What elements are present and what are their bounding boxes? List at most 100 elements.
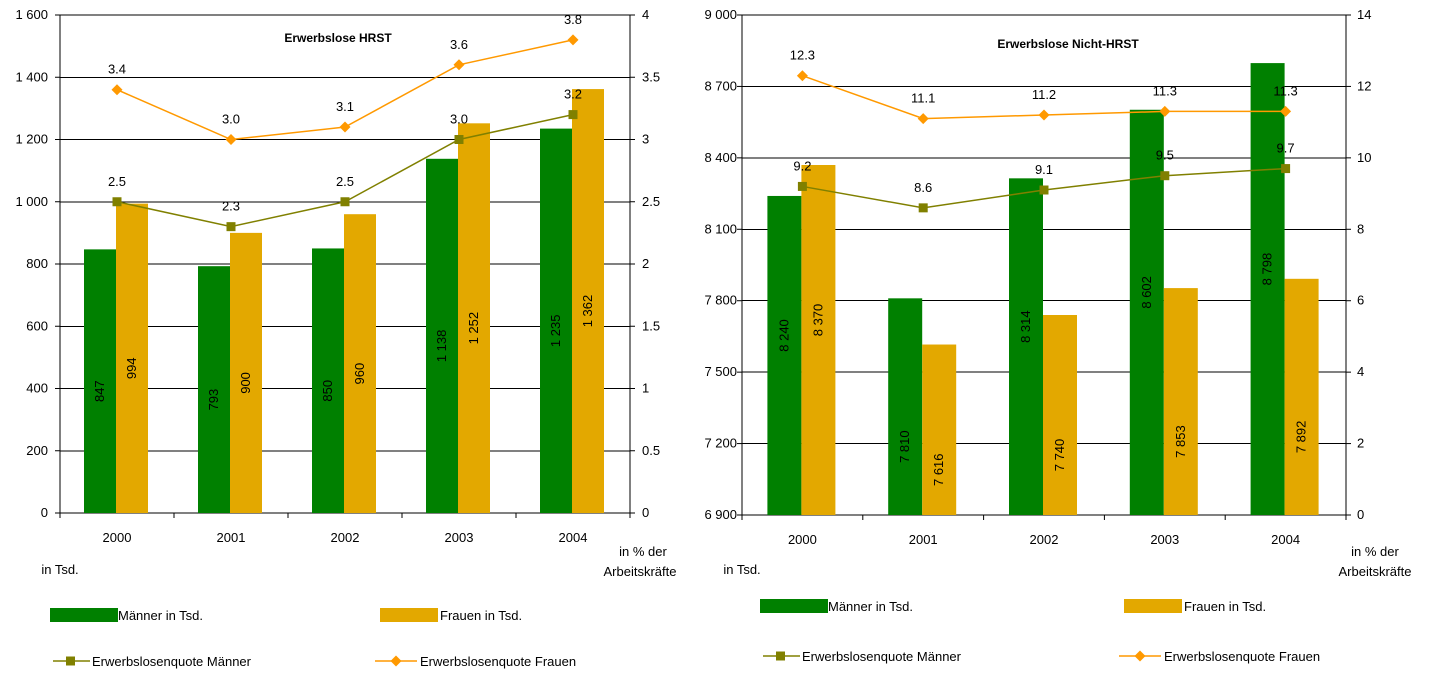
y2-tick-label: 3.5: [642, 69, 660, 84]
legend-marker-men: [776, 651, 785, 661]
data-label-men: 8 240: [776, 319, 791, 352]
chart-title: Erwerbslose HRST: [284, 31, 392, 45]
marker-women: [1159, 105, 1171, 117]
data-label-men: 850: [320, 380, 335, 402]
data-label-rate: 9.7: [1277, 141, 1295, 156]
data-label-men: 1 138: [434, 330, 449, 363]
bar-men-2000: [84, 249, 116, 513]
x-tick-label: 2004: [1271, 532, 1300, 547]
data-label-rate: 12.3: [790, 48, 815, 63]
bar-men-2004: [540, 128, 572, 513]
y2-tick-label: 0.5: [642, 443, 660, 458]
bar-men-2002: [1009, 178, 1043, 516]
y-tick-label: 600: [26, 318, 48, 333]
data-label-men: 847: [92, 380, 107, 402]
legend-label-women-bar: Frauen in Tsd.: [440, 608, 522, 623]
marker-women: [339, 121, 351, 133]
legend-marker-men: [66, 656, 75, 666]
y-tick-label: 6 900: [704, 507, 737, 522]
x-tick-label: 2001: [217, 530, 246, 545]
y2-axis-label: in % der Arbeitskräfte: [1339, 544, 1412, 579]
y2-tick-label: 2: [1357, 436, 1364, 451]
marker-men: [340, 197, 350, 207]
marker-women: [111, 84, 123, 96]
y-tick-label: 1 400: [15, 69, 48, 84]
data-label-men: 8 314: [1018, 310, 1033, 343]
bar-women-2000: [801, 165, 836, 515]
bar-women-2003: [1163, 288, 1198, 515]
data-label-women: 7 892: [1294, 421, 1309, 454]
x-tick-label: 2002: [1030, 532, 1059, 547]
y-tick-label: 400: [26, 381, 48, 396]
data-label-men: 1 235: [548, 315, 563, 348]
bar-men-2002: [312, 248, 344, 513]
marker-women: [453, 59, 465, 71]
y-tick-label: 9 000: [704, 7, 737, 22]
x-tick-label: 2003: [445, 530, 474, 545]
data-label-women: 7 616: [931, 453, 946, 486]
y2-axis-label-line2: Arbeitskräfte: [1339, 564, 1412, 579]
bar-women-2002: [344, 214, 376, 513]
marker-men: [454, 135, 464, 144]
legend-label-men-bar: Männer in Tsd.: [118, 608, 203, 623]
data-label-women: 7 853: [1173, 425, 1188, 458]
bar-women-2003: [458, 123, 490, 513]
data-label-rate: 3.1: [336, 99, 354, 114]
legend-marker-women: [390, 655, 402, 667]
y-tick-label: 7 200: [704, 436, 737, 451]
legend-label-women-bar: Frauen in Tsd.: [1184, 599, 1266, 614]
marker-men: [1160, 171, 1170, 181]
legend-label-men-line: Erwerbslosenquote Männer: [92, 654, 252, 669]
bar-women-2001: [230, 232, 262, 513]
bar-men-2001: [198, 266, 230, 513]
data-label-women: 960: [352, 363, 367, 385]
y2-axis-label-line2: Arbeitskräfte: [604, 564, 677, 579]
marker-men: [1281, 164, 1291, 174]
data-label-men: 8 798: [1260, 253, 1275, 286]
marker-women: [796, 70, 808, 82]
data-label-rate: 3.4: [108, 62, 126, 77]
marker-men: [1039, 185, 1049, 195]
marker-women: [1280, 105, 1292, 117]
y2-tick-label: 3: [642, 132, 649, 147]
y2-tick-label: 2.5: [642, 194, 660, 209]
data-label-rate: 3.6: [450, 37, 468, 52]
y-tick-label: 8 400: [704, 150, 737, 165]
x-tick-label: 2004: [559, 530, 588, 545]
data-label-rate: 11.3: [1153, 83, 1177, 98]
data-label-women: 8 370: [810, 304, 825, 337]
y-axis-label: in Tsd.: [41, 562, 78, 577]
bar-men-2003: [1129, 109, 1164, 515]
marker-men: [112, 197, 122, 207]
data-label-women: 900: [238, 372, 253, 394]
chart-panel-1: 0 200 400 600 800 1 000 1 200 1 400 1 600 0 0.5 1 1.…: [15, 7, 676, 669]
data-label-rate: 11.2: [1032, 87, 1056, 102]
y2-axis-label-line1: in % der: [1351, 544, 1399, 559]
legend: Männer in Tsd. Frauen in Tsd. Erwerbslosen…: [50, 608, 576, 669]
y2-tick-label: 4: [1357, 364, 1364, 379]
y-tick-label: 8 100: [704, 221, 737, 236]
marker-women: [1038, 109, 1050, 121]
x-tick-label: 2000: [103, 530, 132, 545]
y-tick-label: 1 000: [15, 194, 48, 209]
data-label-rate: 11.3: [1273, 83, 1297, 98]
bar-women-2000: [116, 203, 148, 513]
legend-swatch-women-bar: [380, 608, 438, 622]
data-label-men: 7 810: [897, 430, 912, 463]
data-label-rate: 2.3: [222, 199, 240, 214]
y2-tick-label: 10: [1357, 150, 1371, 165]
chart-title: Erwerbslose Nicht-HRST: [997, 37, 1139, 51]
legend-swatch-men-bar: [50, 608, 118, 622]
bar-women-2004: [1284, 278, 1319, 515]
marker-women: [917, 113, 929, 125]
y-tick-label: 1 600: [15, 7, 48, 22]
legend-label-women-line: Erwerbslosenquote Frauen: [420, 654, 576, 669]
marker-men: [797, 181, 807, 191]
bar-men-2001: [888, 298, 923, 515]
marker-women: [225, 134, 237, 145]
x-tick-label: 2000: [788, 532, 817, 547]
bar-women-2004: [572, 89, 604, 513]
data-label-rate: 2.5: [336, 174, 354, 189]
bar-women-2001: [922, 344, 957, 515]
